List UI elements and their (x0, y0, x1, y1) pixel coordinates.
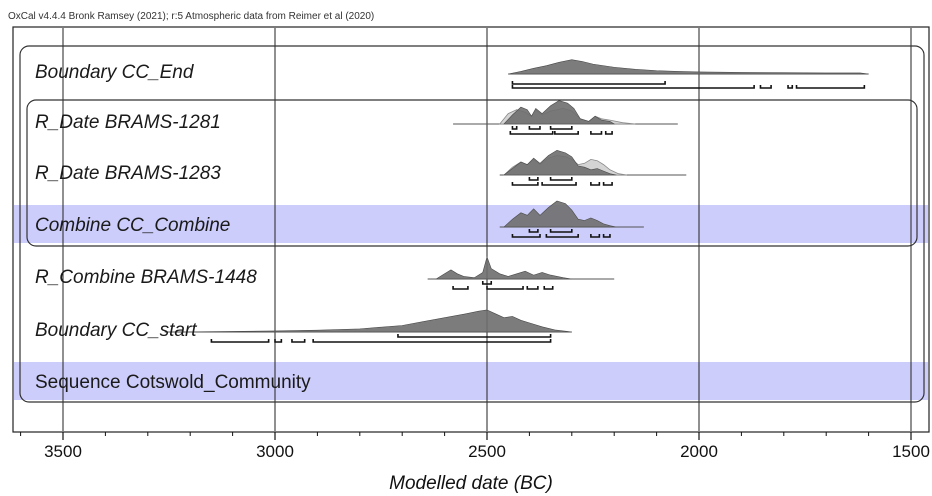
row-label: Boundary CC_End (35, 62, 195, 83)
range-95-bracket (602, 234, 611, 238)
range-95-bracket (312, 339, 552, 343)
range-68-bracket (549, 229, 573, 233)
row-label: R_Date BRAMS-1281 (35, 112, 221, 133)
row-label: R_Date BRAMS-1283 (35, 163, 221, 184)
distribution-layer (164, 59, 869, 343)
x-axis: 3500 3000 2500 2000 1500 (20, 432, 930, 461)
range-95-bracket (541, 182, 577, 186)
oxcal-credit: OxCal v4.4.4 Bronk Ramsey (2021); r:5 At… (8, 11, 374, 22)
range-68-bracket (511, 126, 518, 130)
posterior-distribution (503, 100, 616, 125)
x-tick-label: 3500 (44, 442, 82, 461)
range-95-bracket (545, 234, 579, 238)
range-95-bracket (795, 85, 866, 89)
row-label: Sequence Cotswold_Community (35, 372, 311, 393)
range-95-bracket (602, 182, 613, 186)
range-95-bracket (509, 131, 554, 135)
row-label: Combine CC_Combine (35, 215, 230, 236)
highlight-band (14, 205, 928, 243)
row-label: Boundary CC_start (35, 320, 197, 341)
range-95-bracket (787, 85, 794, 89)
range-95-bracket (604, 131, 613, 135)
x-axis-title: Modelled date (BC) (389, 473, 553, 494)
gridlines (62, 28, 912, 431)
range-68-bracket (528, 177, 539, 181)
range-68-bracket (397, 334, 552, 338)
posterior-distribution (435, 255, 572, 280)
range-95-bracket (511, 234, 541, 238)
range-95-bracket (210, 339, 270, 343)
range-95-bracket (526, 286, 539, 290)
posterior-distribution (503, 149, 617, 176)
x-tick-label: 1500 (892, 442, 930, 461)
range-95-bracket (511, 81, 666, 85)
highlight-bands (14, 205, 928, 400)
range-68-bracket (549, 126, 573, 130)
range-95-bracket (511, 182, 539, 186)
range-95-bracket (590, 234, 601, 238)
posterior-distribution (508, 59, 869, 75)
x-tick-label: 2000 (680, 442, 718, 461)
outer-group-box (19, 45, 925, 403)
range-68-bracket (528, 126, 541, 130)
range-95-bracket (511, 85, 755, 89)
range-95-bracket (554, 131, 579, 135)
posterior-distribution (503, 200, 617, 228)
range-68-bracket (528, 229, 539, 233)
row-labels: Boundary CC_End R_Date BRAMS-1281 R_Date B… (35, 62, 311, 393)
range-68-bracket (549, 177, 573, 181)
inner-group-box (26, 99, 918, 247)
x-tick-label: 2500 (468, 442, 506, 461)
range-95-bracket (486, 286, 524, 290)
x-tick-label: 3000 (256, 442, 294, 461)
range-68-bracket (481, 281, 493, 285)
range-95-bracket (590, 131, 603, 135)
range-95-bracket (590, 182, 601, 186)
highlight-band (14, 362, 928, 400)
range-95-bracket (452, 286, 469, 290)
range-95-bracket (759, 85, 772, 89)
plot-frame (12, 26, 930, 433)
row-label: R_Combine BRAMS-1448 (35, 267, 257, 288)
range-95-bracket (274, 339, 283, 343)
range-95-bracket (291, 339, 306, 343)
range-95-bracket (543, 286, 554, 290)
posterior-distribution (173, 309, 572, 333)
